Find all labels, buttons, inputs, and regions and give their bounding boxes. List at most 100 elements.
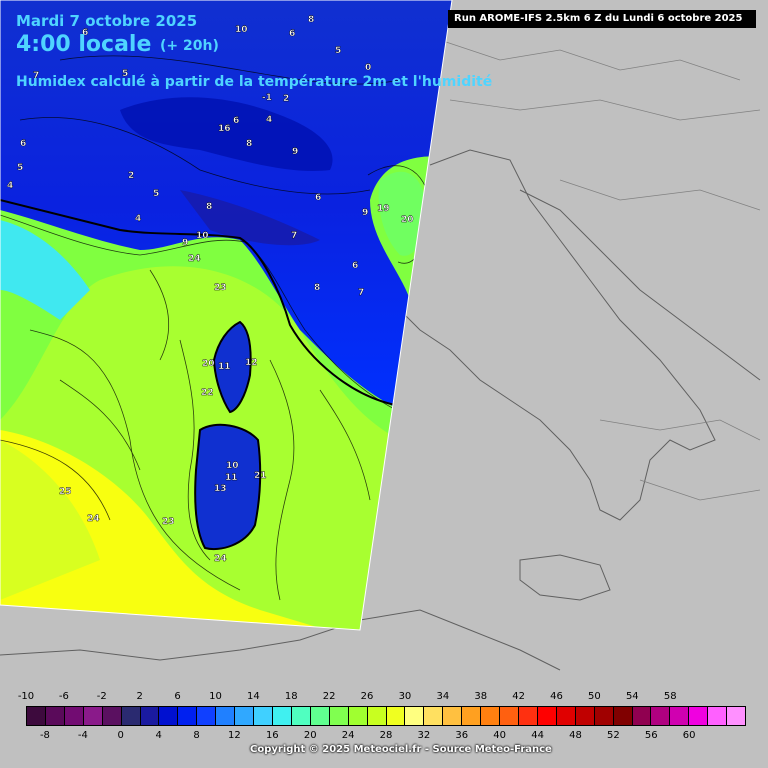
colorbar-tick-label: 34 xyxy=(436,691,450,702)
colorbar-swatch xyxy=(178,707,198,725)
italy-outline xyxy=(399,149,716,521)
map-value-label: 24 xyxy=(87,514,100,524)
colorbar-tick-label: 6 xyxy=(174,691,181,702)
map-value-label: 5 xyxy=(335,46,341,56)
map-value-label: 21 xyxy=(254,471,267,481)
field-darkblue xyxy=(120,97,333,171)
colorbar-tick-label: 58 xyxy=(663,691,677,702)
colorbar-swatch xyxy=(272,707,292,725)
field-yellowgreen xyxy=(0,440,100,600)
colorbar-tick-label: 18 xyxy=(284,691,298,702)
map-value-label: 23 xyxy=(162,517,175,527)
colorbar-swatch xyxy=(45,707,65,725)
colorbar-tick-label: 4 xyxy=(155,730,162,741)
colorbar-swatch xyxy=(102,707,122,725)
colorbar-swatch xyxy=(159,707,179,725)
map-value-label: 10 xyxy=(196,231,209,241)
map-value-label: 5 xyxy=(17,163,23,173)
colorbar-swatch xyxy=(27,707,46,725)
colorbar-swatch xyxy=(727,707,746,725)
colorbar xyxy=(26,706,746,726)
map-value-label: 7 xyxy=(291,231,297,241)
colorbar-tick-label: -6 xyxy=(58,691,69,702)
colorbar-swatch xyxy=(575,707,595,725)
map-value-label: 0 xyxy=(365,63,371,73)
map-value-label: 8 xyxy=(308,15,314,25)
colorbar-swatch xyxy=(348,707,368,725)
map-value-label: 8 xyxy=(314,283,320,293)
colorbar-swatch xyxy=(689,707,709,725)
run-info: Run AROME-IFS 2.5km 6 Z du Lundi 6 octob… xyxy=(448,10,756,28)
colorbar-tick-label: 12 xyxy=(228,730,241,741)
field-green-ne xyxy=(378,171,425,256)
map-value-label: 6 xyxy=(233,116,239,126)
colorbar-swatch xyxy=(651,707,671,725)
colorbar-swatch xyxy=(613,707,633,725)
map-description: Humidex calculé à partir de la températu… xyxy=(16,74,493,90)
colorbar-swatch xyxy=(500,707,519,725)
colorbar-tick-label: 0 xyxy=(117,730,124,741)
sardinia xyxy=(194,423,262,550)
colorbar-tick-label: 20 xyxy=(303,730,317,741)
colorbar-swatch xyxy=(329,707,349,725)
colorbar-swatch xyxy=(632,707,652,725)
colorbar-tick-label: 48 xyxy=(569,730,582,741)
balkan-coast xyxy=(519,189,761,381)
colorbar-swatch xyxy=(670,707,690,725)
map-value-label: 5 xyxy=(122,69,128,79)
domain-edge xyxy=(0,0,453,631)
colorbar-swatch xyxy=(424,707,444,725)
colorbar-swatch xyxy=(708,707,728,725)
map-value-label: 25 xyxy=(59,487,72,497)
map-value-label: 20 xyxy=(202,359,215,369)
colorbar-swatch xyxy=(291,707,311,725)
map-value-label: 24 xyxy=(188,254,201,264)
forecast-date: Mardi 7 octobre 2025 xyxy=(16,12,198,30)
colorbar-swatch xyxy=(594,707,614,725)
map-value-label: 6 xyxy=(289,29,295,39)
map-value-label: 4 xyxy=(7,181,13,191)
map-value-label: 12 xyxy=(245,358,258,368)
sicily-outline xyxy=(519,554,611,601)
colorbar-tick-label: 30 xyxy=(398,691,412,702)
colorbar-swatch xyxy=(405,707,425,725)
colorbar-swatch xyxy=(64,707,84,725)
colorbar-tick-label: 16 xyxy=(265,730,279,741)
copyright: Copyright © 2025 Meteociel.fr - Source M… xyxy=(250,744,552,755)
colorbar-tick-label: 46 xyxy=(550,691,563,702)
map-value-label: 8 xyxy=(206,202,212,212)
map-value-label: 19 xyxy=(377,204,390,214)
colorbar-tick-label: 28 xyxy=(379,730,393,741)
map-value-label: -1 xyxy=(262,93,272,103)
colorbar-tick-label: 8 xyxy=(193,730,200,741)
colorbar-tick-label: -4 xyxy=(77,730,88,741)
colorbar-swatch xyxy=(254,707,273,725)
colorbar-swatch xyxy=(537,707,557,725)
colorbar-swatch xyxy=(443,707,463,725)
colorbar-swatch xyxy=(367,707,387,725)
africa-coast xyxy=(0,609,561,671)
map-value-label: 9 xyxy=(182,238,188,248)
map-value-label: 9 xyxy=(292,147,298,157)
map-value-label: 2 xyxy=(128,171,134,181)
colorbar-tick-label: 54 xyxy=(625,691,639,702)
forecast-time: 4:00 locale xyxy=(16,32,152,57)
colorbar-swatch xyxy=(518,707,538,725)
map-value-label: 11 xyxy=(218,362,231,372)
field-darkblue-2 xyxy=(180,190,320,246)
map-value-label: 9 xyxy=(362,208,368,218)
colorbar-swatch xyxy=(556,707,576,725)
map-value-label: 8 xyxy=(246,139,252,149)
map-value-label: 13 xyxy=(214,484,227,494)
corsica xyxy=(212,320,252,414)
field-cyan xyxy=(0,220,90,320)
map-value-label: 16 xyxy=(218,124,231,134)
colorbar-tick-label: 38 xyxy=(474,691,488,702)
map-value-label: 7 xyxy=(358,288,364,298)
map-value-label: 2 xyxy=(283,94,289,104)
colorbar-tick-label: 14 xyxy=(246,691,260,702)
map-value-label: 6 xyxy=(315,193,321,203)
